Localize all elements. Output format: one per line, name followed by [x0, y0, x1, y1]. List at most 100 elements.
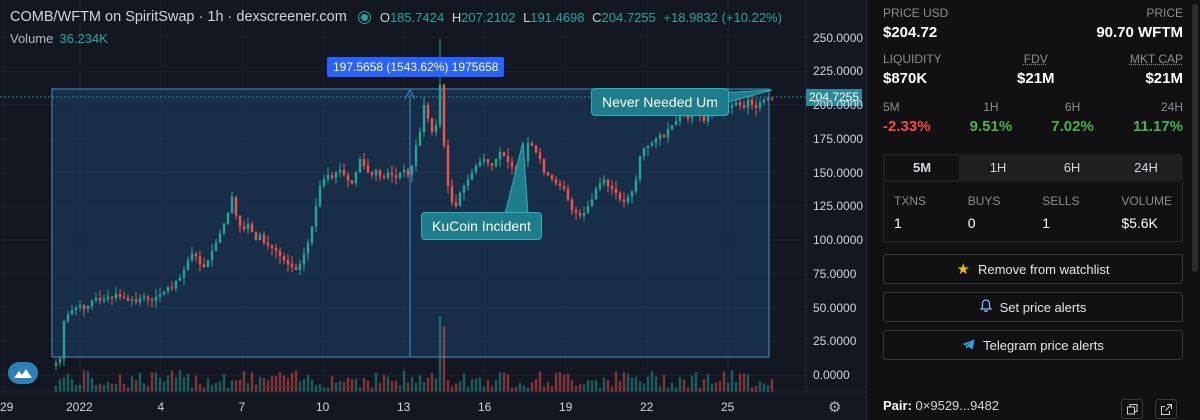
volume-bar: [546, 382, 550, 392]
volume-bar: [162, 381, 166, 392]
y-tick-label: 25.0000: [813, 334, 857, 349]
pair-address-row: Pair: 0×9529...9482: [883, 398, 999, 413]
candle-body: [498, 152, 502, 159]
high-value: 207.2102: [461, 9, 516, 25]
x-tick-label: 10: [316, 400, 330, 414]
volume-bar: [506, 374, 510, 392]
candle-body: [238, 215, 242, 227]
volume-bar: [674, 387, 678, 392]
candle-body: [446, 145, 450, 186]
candle-body: [230, 196, 234, 213]
telegram-icon: [962, 338, 975, 353]
external-link-icon[interactable]: [1155, 399, 1177, 419]
price-row: PRICE USD $204.72 PRICE 90.70 WFTM: [883, 6, 1183, 41]
candle-body: [298, 264, 302, 270]
price-chart[interactable]: [0, 0, 866, 420]
ohlc-readout: O185.7424 H207.2102 L191.4698 C204.7255 …: [380, 10, 786, 25]
candle-body: [354, 172, 358, 184]
candle-body: [658, 134, 662, 139]
candle-body: [190, 253, 194, 261]
price-native-label: PRICE: [1146, 6, 1183, 20]
txn-stats: TXNS 1 BUYS 0 SELLS 1 VOLUME $5.6K: [883, 182, 1183, 242]
volume-bar: [286, 378, 290, 392]
tab-1h[interactable]: 1H: [989, 160, 1007, 175]
candle-body: [62, 321, 66, 359]
candle-body: [418, 132, 422, 146]
candle-body: [590, 199, 594, 207]
volume-bar: [630, 377, 634, 392]
mktcap-label[interactable]: MKT CAP: [1129, 52, 1183, 66]
fdv-label[interactable]: FDV: [1023, 52, 1048, 66]
tab-6h[interactable]: 6H: [1063, 160, 1081, 175]
change-6h-label: 6H: [1064, 100, 1081, 114]
price-usd-value: $204.72: [883, 24, 938, 41]
candle-body: [66, 314, 70, 321]
candle-body: [286, 260, 290, 265]
candle-body: [202, 264, 206, 267]
volume-bar: [110, 383, 114, 392]
volume-bar: [338, 380, 342, 392]
candle-body: [378, 169, 382, 177]
volume-bar: [622, 372, 626, 392]
candle-body: [154, 296, 158, 301]
change-1h-value: 9.51%: [969, 118, 1013, 135]
remove-from-watchlist-button[interactable]: ★ Remove from watchlist: [883, 254, 1183, 284]
volume-bar: [662, 374, 666, 392]
candle-body: [94, 298, 98, 301]
high-label: H: [451, 9, 462, 25]
tradingview-logo-icon[interactable]: [8, 362, 38, 384]
y-tick-label: 50.0000: [813, 300, 857, 315]
volume-bar: [458, 381, 462, 392]
tab-24h[interactable]: 24H: [1134, 160, 1158, 175]
volume-bar: [270, 376, 274, 392]
candle-body: [422, 105, 426, 132]
candle-body: [262, 234, 266, 243]
candle-body: [490, 163, 494, 166]
volume-bar: [698, 387, 702, 392]
volume-bar: [434, 378, 438, 392]
volume-bar: [534, 379, 538, 392]
candle-body: [530, 142, 534, 146]
candle-body: [350, 180, 354, 184]
volume-bar: [282, 375, 286, 392]
candle-body: [434, 125, 438, 132]
candle-body: [450, 186, 454, 203]
candle-body: [430, 118, 434, 132]
candle-body: [734, 102, 738, 105]
volume-bar: [154, 372, 158, 392]
telegram-price-alerts-button[interactable]: Telegram price alerts: [883, 330, 1183, 360]
annotation-never-needed-um[interactable]: Never Needed Um: [591, 88, 729, 116]
volume-label: Volume: [10, 31, 54, 46]
volume-bar: [682, 379, 686, 392]
candles: [54, 39, 774, 371]
volume-bar: [482, 386, 486, 392]
candle-body: [322, 179, 326, 186]
candle-body: [118, 294, 122, 297]
volume-legend: Volume 36.234K: [10, 31, 108, 46]
tab-5m[interactable]: 5M: [885, 156, 959, 180]
volume-bar: [706, 374, 710, 392]
star-icon: ★: [956, 261, 970, 278]
candle-body: [486, 159, 490, 164]
volume-bar: [158, 378, 162, 392]
volume-bar: [58, 378, 62, 392]
scrollbar[interactable]: [1192, 4, 1198, 272]
x-tick-label: 22: [640, 400, 654, 414]
candle-body: [546, 172, 550, 176]
volume-bar: [410, 376, 414, 392]
annotation-kucoin-incident[interactable]: KuCoin Incident: [421, 212, 542, 240]
volume-bar: [618, 381, 622, 392]
copy-icon[interactable]: [1121, 399, 1143, 419]
pair-address[interactable]: 0×9529...9482: [915, 398, 1000, 413]
volume-bar: [330, 376, 334, 392]
symbol-title[interactable]: COMB/WFTM on SpiritSwap · 1h · dexscreen…: [10, 9, 347, 25]
candle-body: [766, 98, 770, 100]
volume-bar: [586, 379, 590, 392]
volume-bar: [562, 374, 566, 392]
chart-panel[interactable]: COMB/WFTM on SpiritSwap · 1h · dexscreen…: [0, 0, 866, 420]
volume-bar: [74, 385, 78, 392]
candle-body: [746, 99, 750, 108]
gear-icon[interactable]: ⚙: [828, 399, 842, 416]
candle-body: [302, 253, 306, 265]
set-price-alerts-button[interactable]: Set price alerts: [883, 292, 1183, 322]
